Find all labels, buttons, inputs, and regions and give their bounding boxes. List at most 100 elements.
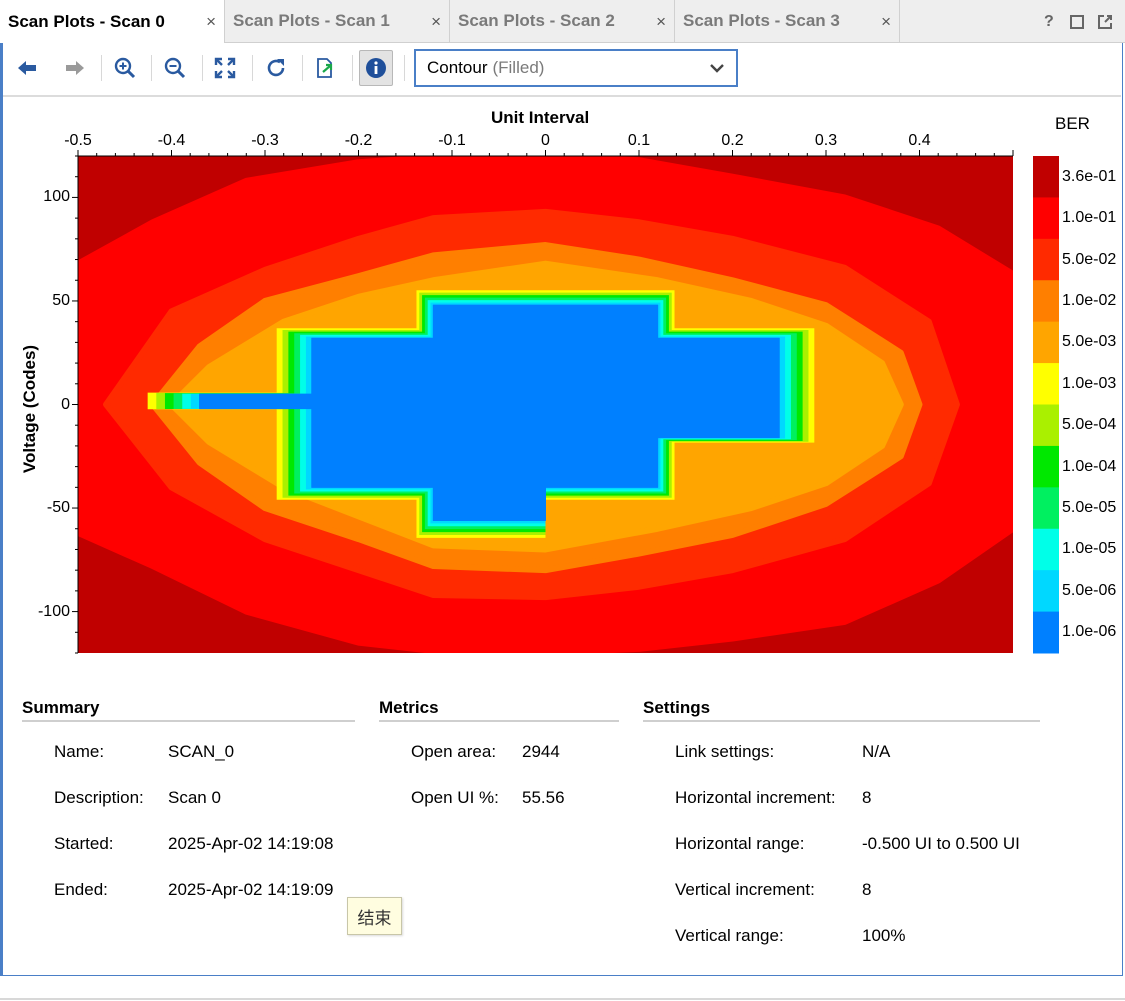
colorbar-swatch — [1033, 363, 1059, 405]
metrics-key: Open area: — [411, 742, 497, 761]
summary-title: Summary — [22, 698, 100, 717]
toolbar-separator — [252, 55, 253, 81]
x-tick-label: 0.4 — [908, 132, 931, 149]
contour-plot[interactable]: Unit Interval Voltage (Codes) -0.5 -0.4 -0… — [0, 96, 1125, 676]
x-tick-label: 0.1 — [627, 132, 651, 149]
close-icon[interactable]: × — [656, 12, 666, 31]
plot-type-select[interactable]: Contour (Filled) — [414, 49, 738, 87]
colorbar-label: 1.0e-04 — [1062, 457, 1117, 475]
contour-svg — [72, 150, 1059, 654]
colorbar-swatch — [1033, 321, 1059, 364]
settings-title: Settings — [643, 698, 711, 717]
x-tick-label: -0.4 — [157, 132, 186, 149]
summary-value: SCAN_0 — [168, 742, 235, 761]
info-icon[interactable] — [359, 50, 393, 86]
toolbar-separator — [151, 55, 152, 81]
metrics-key: Open UI %: — [411, 788, 499, 807]
x-tick-label: -0.1 — [438, 132, 466, 149]
colorbar-swatch — [1033, 445, 1059, 488]
close-icon[interactable]: × — [881, 12, 891, 31]
x-tick-label: 0.2 — [721, 132, 744, 149]
toolbar-separator — [202, 55, 203, 81]
tab-scan-1[interactable]: Scan Plots - Scan 1 × — [225, 0, 450, 42]
forward-arrow-icon[interactable] — [60, 53, 90, 83]
toolbar: Contour (Filled) — [3, 43, 1121, 97]
zoom-out-icon[interactable] — [160, 53, 190, 83]
summary-value: 2025-Apr-02 14:19:09 — [168, 880, 334, 899]
contour-regions — [78, 156, 1013, 653]
chevron-down-icon — [708, 59, 726, 82]
settings-value: 8 — [862, 788, 872, 807]
colorbar-label: 1.0e-02 — [1062, 291, 1117, 309]
export-icon[interactable] — [310, 53, 340, 83]
metrics-value: 2944 — [522, 742, 560, 761]
plot-type-sub: (Filled) — [492, 58, 545, 77]
refresh-icon[interactable] — [261, 53, 291, 83]
settings-key: Vertical range: — [675, 926, 784, 945]
x-tick-label: -0.5 — [64, 132, 92, 149]
metrics-value: 55.56 — [522, 788, 565, 807]
tab-label: Scan Plots - Scan 0 — [8, 11, 165, 31]
plot-type-value: Contour — [427, 58, 488, 77]
colorbar-label: 1.0e-05 — [1062, 540, 1117, 558]
colorbar-swatch — [1033, 238, 1059, 281]
x-tick-label: -0.3 — [251, 132, 279, 149]
settings-key: Vertical increment: — [675, 880, 815, 899]
colorbar-swatch — [1033, 156, 1059, 198]
help-icon[interactable]: ? — [1044, 13, 1054, 30]
settings-key: Horizontal range: — [675, 834, 805, 853]
colorbar-label: 5.0e-03 — [1062, 333, 1117, 351]
tab-scan-3[interactable]: Scan Plots - Scan 3 × — [675, 0, 900, 42]
toolbar-separator — [404, 55, 405, 81]
zoom-in-icon[interactable] — [110, 53, 140, 83]
settings-value: N/A — [862, 742, 891, 761]
x-tick-label: 0 — [541, 132, 550, 149]
colorbar-swatch — [1033, 197, 1059, 240]
fit-view-icon[interactable] — [210, 53, 240, 83]
colorbar-label: 5.0e-04 — [1062, 416, 1117, 434]
y-tick-label: -50 — [46, 499, 70, 517]
colorbar-label: 5.0e-05 — [1062, 499, 1117, 517]
y-tick-label: -100 — [37, 602, 70, 620]
colorbar-title: BER — [1055, 114, 1090, 133]
colorbar-label: 5.0e-02 — [1062, 250, 1117, 268]
float-window-icon[interactable] — [1097, 14, 1113, 35]
tab-scan-0[interactable]: Scan Plots - Scan 0 × — [0, 0, 225, 43]
colorbar-label: 1.0e-06 — [1062, 623, 1117, 641]
summary-value: Scan 0 — [168, 788, 221, 807]
x-axis-title: Unit Interval — [491, 108, 590, 127]
colorbar-swatch — [1033, 487, 1059, 530]
toolbar-separator — [302, 55, 303, 81]
tab-bar: Scan Plots - Scan 0 × Scan Plots - Scan … — [0, 0, 1125, 43]
summary-key: Started: — [54, 834, 114, 853]
tab-label: Scan Plots - Scan 1 — [233, 11, 390, 30]
colorbar-label: 3.6e-01 — [1062, 167, 1117, 185]
settings-divider — [643, 720, 1040, 722]
y-tick-label: 0 — [61, 395, 70, 413]
tab-label: Scan Plots - Scan 2 — [458, 11, 615, 30]
x-tick-label: -0.2 — [344, 132, 373, 149]
summary-divider — [22, 720, 355, 722]
settings-key: Link settings: — [675, 742, 775, 761]
tab-scan-2[interactable]: Scan Plots - Scan 2 × — [450, 0, 675, 42]
metrics-divider — [379, 720, 619, 722]
y-tick-label: 50 — [52, 291, 70, 309]
summary-key: Name: — [54, 742, 105, 761]
colorbar-label: 1.0e-01 — [1062, 209, 1117, 227]
metrics-title: Metrics — [379, 698, 439, 717]
maximize-icon[interactable] — [1070, 15, 1084, 34]
settings-value: -0.500 UI to 0.500 UI — [862, 834, 1020, 853]
summary-key: Ended: — [54, 880, 108, 899]
close-icon[interactable]: × — [206, 12, 216, 31]
summary-key: Description: — [54, 788, 144, 807]
colorbar-swatch — [1033, 611, 1059, 654]
tab-label: Scan Plots - Scan 3 — [683, 11, 840, 30]
close-icon[interactable]: × — [431, 12, 441, 31]
back-arrow-icon[interactable] — [12, 53, 42, 83]
y-tick-label: 100 — [43, 188, 70, 206]
colorbar-label: 5.0e-06 — [1062, 581, 1117, 599]
settings-value: 100% — [862, 926, 906, 945]
settings-key: Horizontal increment: — [675, 788, 836, 807]
summary-value: 2025-Apr-02 14:19:08 — [168, 834, 334, 853]
bottom-divider — [0, 998, 1125, 1000]
